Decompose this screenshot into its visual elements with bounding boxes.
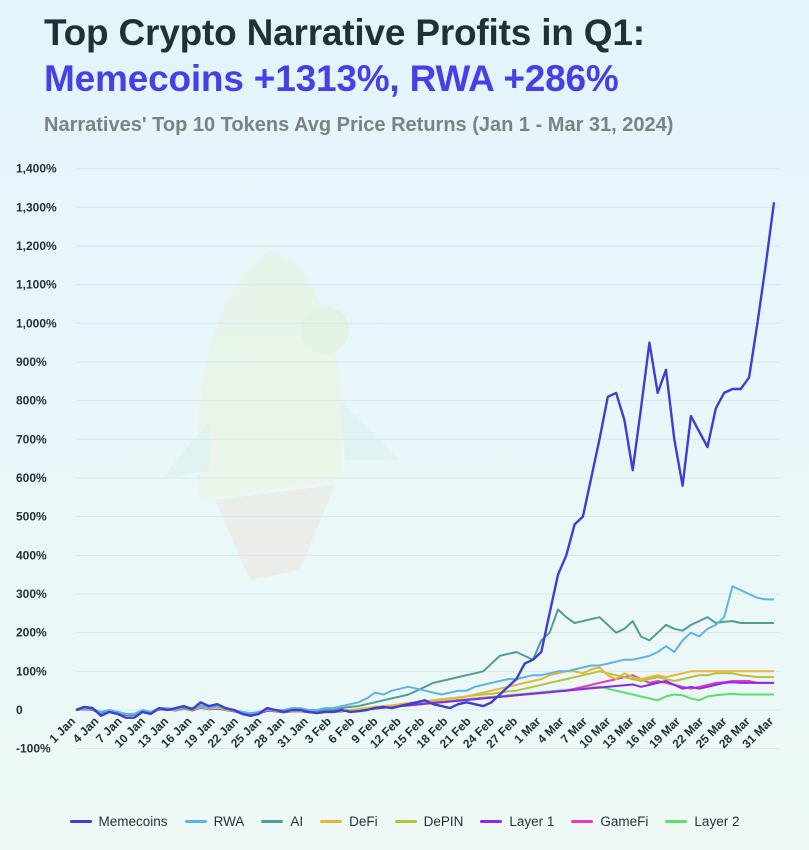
- y-tick-label: 1,400%: [16, 162, 57, 176]
- y-tick-label: 600%: [16, 471, 47, 485]
- y-tick-label: 1,300%: [16, 200, 57, 214]
- legend-item-ai: AI: [261, 814, 303, 829]
- y-tick-label: 400%: [16, 548, 47, 562]
- legend-item-depin: DePIN: [394, 814, 463, 829]
- y-tick-label: 100%: [16, 664, 47, 678]
- page-title-line1: Top Crypto Narrative Profits in Q1:: [44, 12, 645, 53]
- y-tick-label: 1,000%: [16, 316, 57, 330]
- legend-item-memecoins: Memecoins: [69, 814, 168, 829]
- y-tick-label: 1,100%: [16, 278, 57, 292]
- legend-item-layer2: Layer 2: [665, 814, 739, 829]
- page-title-line2: Memecoins +1313%, RWA +286%: [44, 58, 619, 99]
- rocket-watermark-icon: [160, 250, 400, 580]
- y-tick-label: 200%: [16, 626, 47, 640]
- y-tick-label: 900%: [16, 355, 47, 369]
- legend-item-gamefi: GameFi: [571, 814, 648, 829]
- legend-item-defi: DeFi: [320, 814, 378, 829]
- legend-item-layer1: Layer 1: [480, 814, 554, 829]
- y-tick-label: 500%: [16, 510, 47, 524]
- y-tick-label: 800%: [16, 394, 47, 408]
- y-tick-label: -100%: [16, 742, 51, 756]
- y-tick-label: 700%: [16, 432, 47, 446]
- x-tick-label: 1 Jan: [47, 714, 79, 746]
- chart-legend: Memecoins RWA AI DeFi DePIN Layer 1 Game…: [0, 814, 809, 829]
- legend-item-rwa: RWA: [184, 814, 244, 829]
- x-tick-label: 4 Jan: [70, 714, 102, 746]
- y-tick-label: 1,200%: [16, 239, 57, 253]
- y-tick-label: 300%: [16, 587, 47, 601]
- series-line-memecoins: [75, 202, 776, 719]
- series-line-ai: [75, 608, 774, 716]
- page-subtitle: Narratives' Top 10 Tokens Avg Price Retu…: [44, 114, 674, 136]
- y-tick-label: 0: [16, 703, 23, 717]
